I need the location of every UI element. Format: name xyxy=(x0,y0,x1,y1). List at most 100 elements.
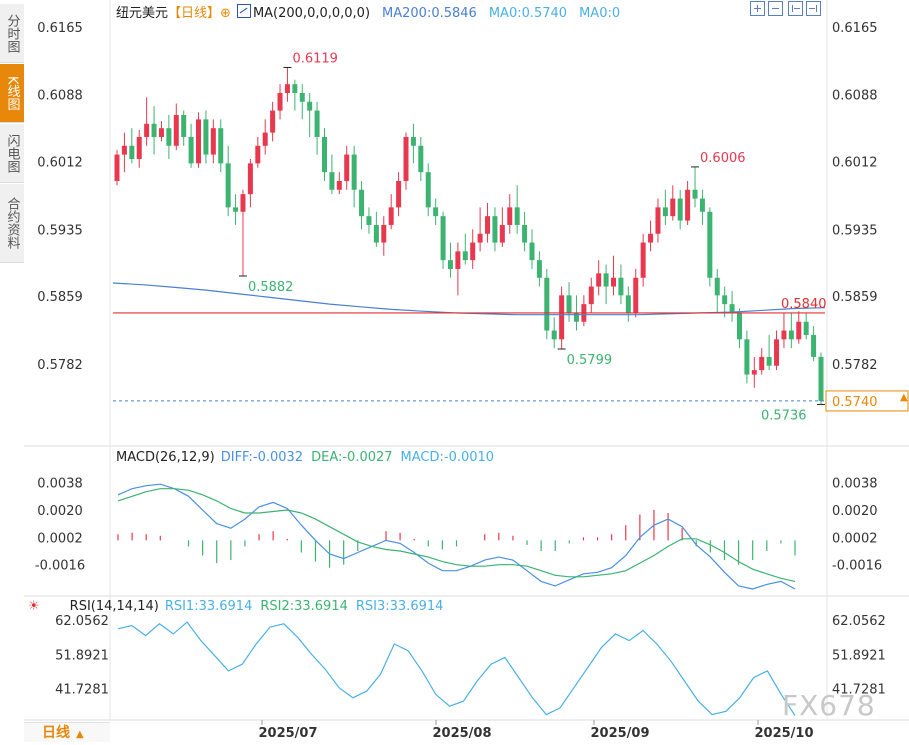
y-tick-label: 0.5935 xyxy=(832,223,878,238)
candle xyxy=(662,207,668,217)
candle xyxy=(121,145,127,155)
candle xyxy=(551,330,557,340)
candle xyxy=(233,207,239,212)
y-tick-label: 0.5859 xyxy=(832,290,878,305)
candle xyxy=(321,136,327,173)
candle xyxy=(425,172,431,208)
tab-kline[interactable]: K线图 xyxy=(0,64,24,123)
x-tick-label: 2025/10 xyxy=(754,726,813,741)
candle xyxy=(803,321,809,335)
candle xyxy=(329,172,335,190)
y-tick-label: 41.7281 xyxy=(832,683,886,698)
candle xyxy=(655,207,661,234)
candle xyxy=(625,295,631,313)
candle xyxy=(277,92,283,111)
macd-value: MACD:-0.0010 xyxy=(400,450,495,465)
y-tick-label: -0.0016 xyxy=(832,559,882,574)
candle xyxy=(203,119,209,155)
y-tick-label: 62.0562 xyxy=(55,614,109,629)
zoom-in-button[interactable] xyxy=(750,1,765,16)
candle xyxy=(640,242,646,278)
candle xyxy=(403,136,409,181)
candle xyxy=(692,189,698,199)
price-annotation: 0.5799 xyxy=(567,353,613,368)
tab-label: 分时图 xyxy=(4,13,20,53)
settings-icon[interactable]: ⊕ xyxy=(220,6,231,21)
candle xyxy=(559,295,565,340)
candle xyxy=(492,216,498,243)
dea-line xyxy=(117,488,796,582)
y-tick-label: 62.0562 xyxy=(832,614,886,629)
candle xyxy=(173,114,179,146)
candle xyxy=(670,198,676,217)
candle xyxy=(462,251,468,261)
rsi1-value: RSI1:33.6914 xyxy=(164,599,253,614)
candle xyxy=(351,154,357,190)
price-annotation: 0.5882 xyxy=(248,280,294,295)
price-annotation: 0.6006 xyxy=(700,151,746,166)
candle xyxy=(314,110,320,137)
rsi-title: RSI(14,14,14) xyxy=(69,599,159,614)
candle xyxy=(336,180,342,190)
candle xyxy=(158,128,164,137)
candle xyxy=(573,312,579,322)
candle xyxy=(611,277,617,287)
period-select-button[interactable]: 日线 ▲ xyxy=(24,722,110,742)
candle xyxy=(151,123,157,137)
x-tick-label: 2025/07 xyxy=(258,726,317,741)
candle xyxy=(418,145,424,173)
y-tick-label: 0.6165 xyxy=(37,21,83,36)
watermark: FX678 xyxy=(782,689,876,722)
rsi-settings-icon[interactable]: ☀ xyxy=(28,599,40,614)
y-tick-label: 0.0002 xyxy=(832,531,878,546)
candle xyxy=(292,84,298,93)
y-tick-label: 0.0038 xyxy=(37,477,83,492)
y-tick-label: 0.0020 xyxy=(832,504,878,519)
y-tick-label: 0.5859 xyxy=(37,290,83,305)
rsi-legend: ☀ RSI(14,14,14) RSI1:33.6914 RSI2:33.6914 RS… xyxy=(28,599,443,614)
tab-timeshare[interactable]: 分时图 xyxy=(0,4,24,63)
candle xyxy=(299,92,305,102)
rsi2-value: RSI2:33.6914 xyxy=(260,599,348,614)
candle xyxy=(284,84,290,93)
candle xyxy=(396,180,402,208)
tab-contract-info[interactable]: 合约资料 xyxy=(0,184,24,263)
macd-title: MACD(26,12,9) xyxy=(116,450,215,465)
candle xyxy=(225,163,231,208)
period-tag[interactable]: 【日线】 xyxy=(168,6,221,21)
zoom-out-button[interactable] xyxy=(768,1,783,16)
scroll-left-button[interactable] xyxy=(788,1,803,16)
candle xyxy=(470,242,476,261)
dea-value: DEA:-0.0027 xyxy=(311,450,393,465)
candle xyxy=(685,189,691,221)
candle xyxy=(485,216,491,234)
candle xyxy=(196,119,202,164)
hline-label: 0.5840 xyxy=(781,297,827,312)
y-tick-label: 0.6165 xyxy=(832,21,878,36)
candle xyxy=(744,339,750,375)
candle xyxy=(514,207,520,225)
candle xyxy=(722,295,728,305)
candle xyxy=(811,334,817,357)
triangle-up-icon: ▲ xyxy=(76,729,84,740)
scroll-right-button[interactable] xyxy=(806,1,821,16)
diff-line xyxy=(117,483,796,590)
candle xyxy=(262,132,268,146)
candle xyxy=(136,136,142,159)
candle xyxy=(210,128,216,155)
candle xyxy=(181,114,187,137)
candle xyxy=(270,110,276,133)
candle xyxy=(507,207,513,225)
candle xyxy=(499,224,505,243)
price-annotation: 0.5736 xyxy=(761,408,807,423)
y-tick-label: 0.5782 xyxy=(832,358,878,373)
rsi-line xyxy=(117,621,796,716)
candle xyxy=(707,211,713,278)
tab-flash-chart[interactable]: 闪电图 xyxy=(0,124,24,183)
candle xyxy=(522,224,528,243)
diff-value: DIFF:-0.0032 xyxy=(220,450,304,465)
candle xyxy=(218,128,224,164)
candle xyxy=(188,136,194,164)
candle xyxy=(114,154,120,181)
